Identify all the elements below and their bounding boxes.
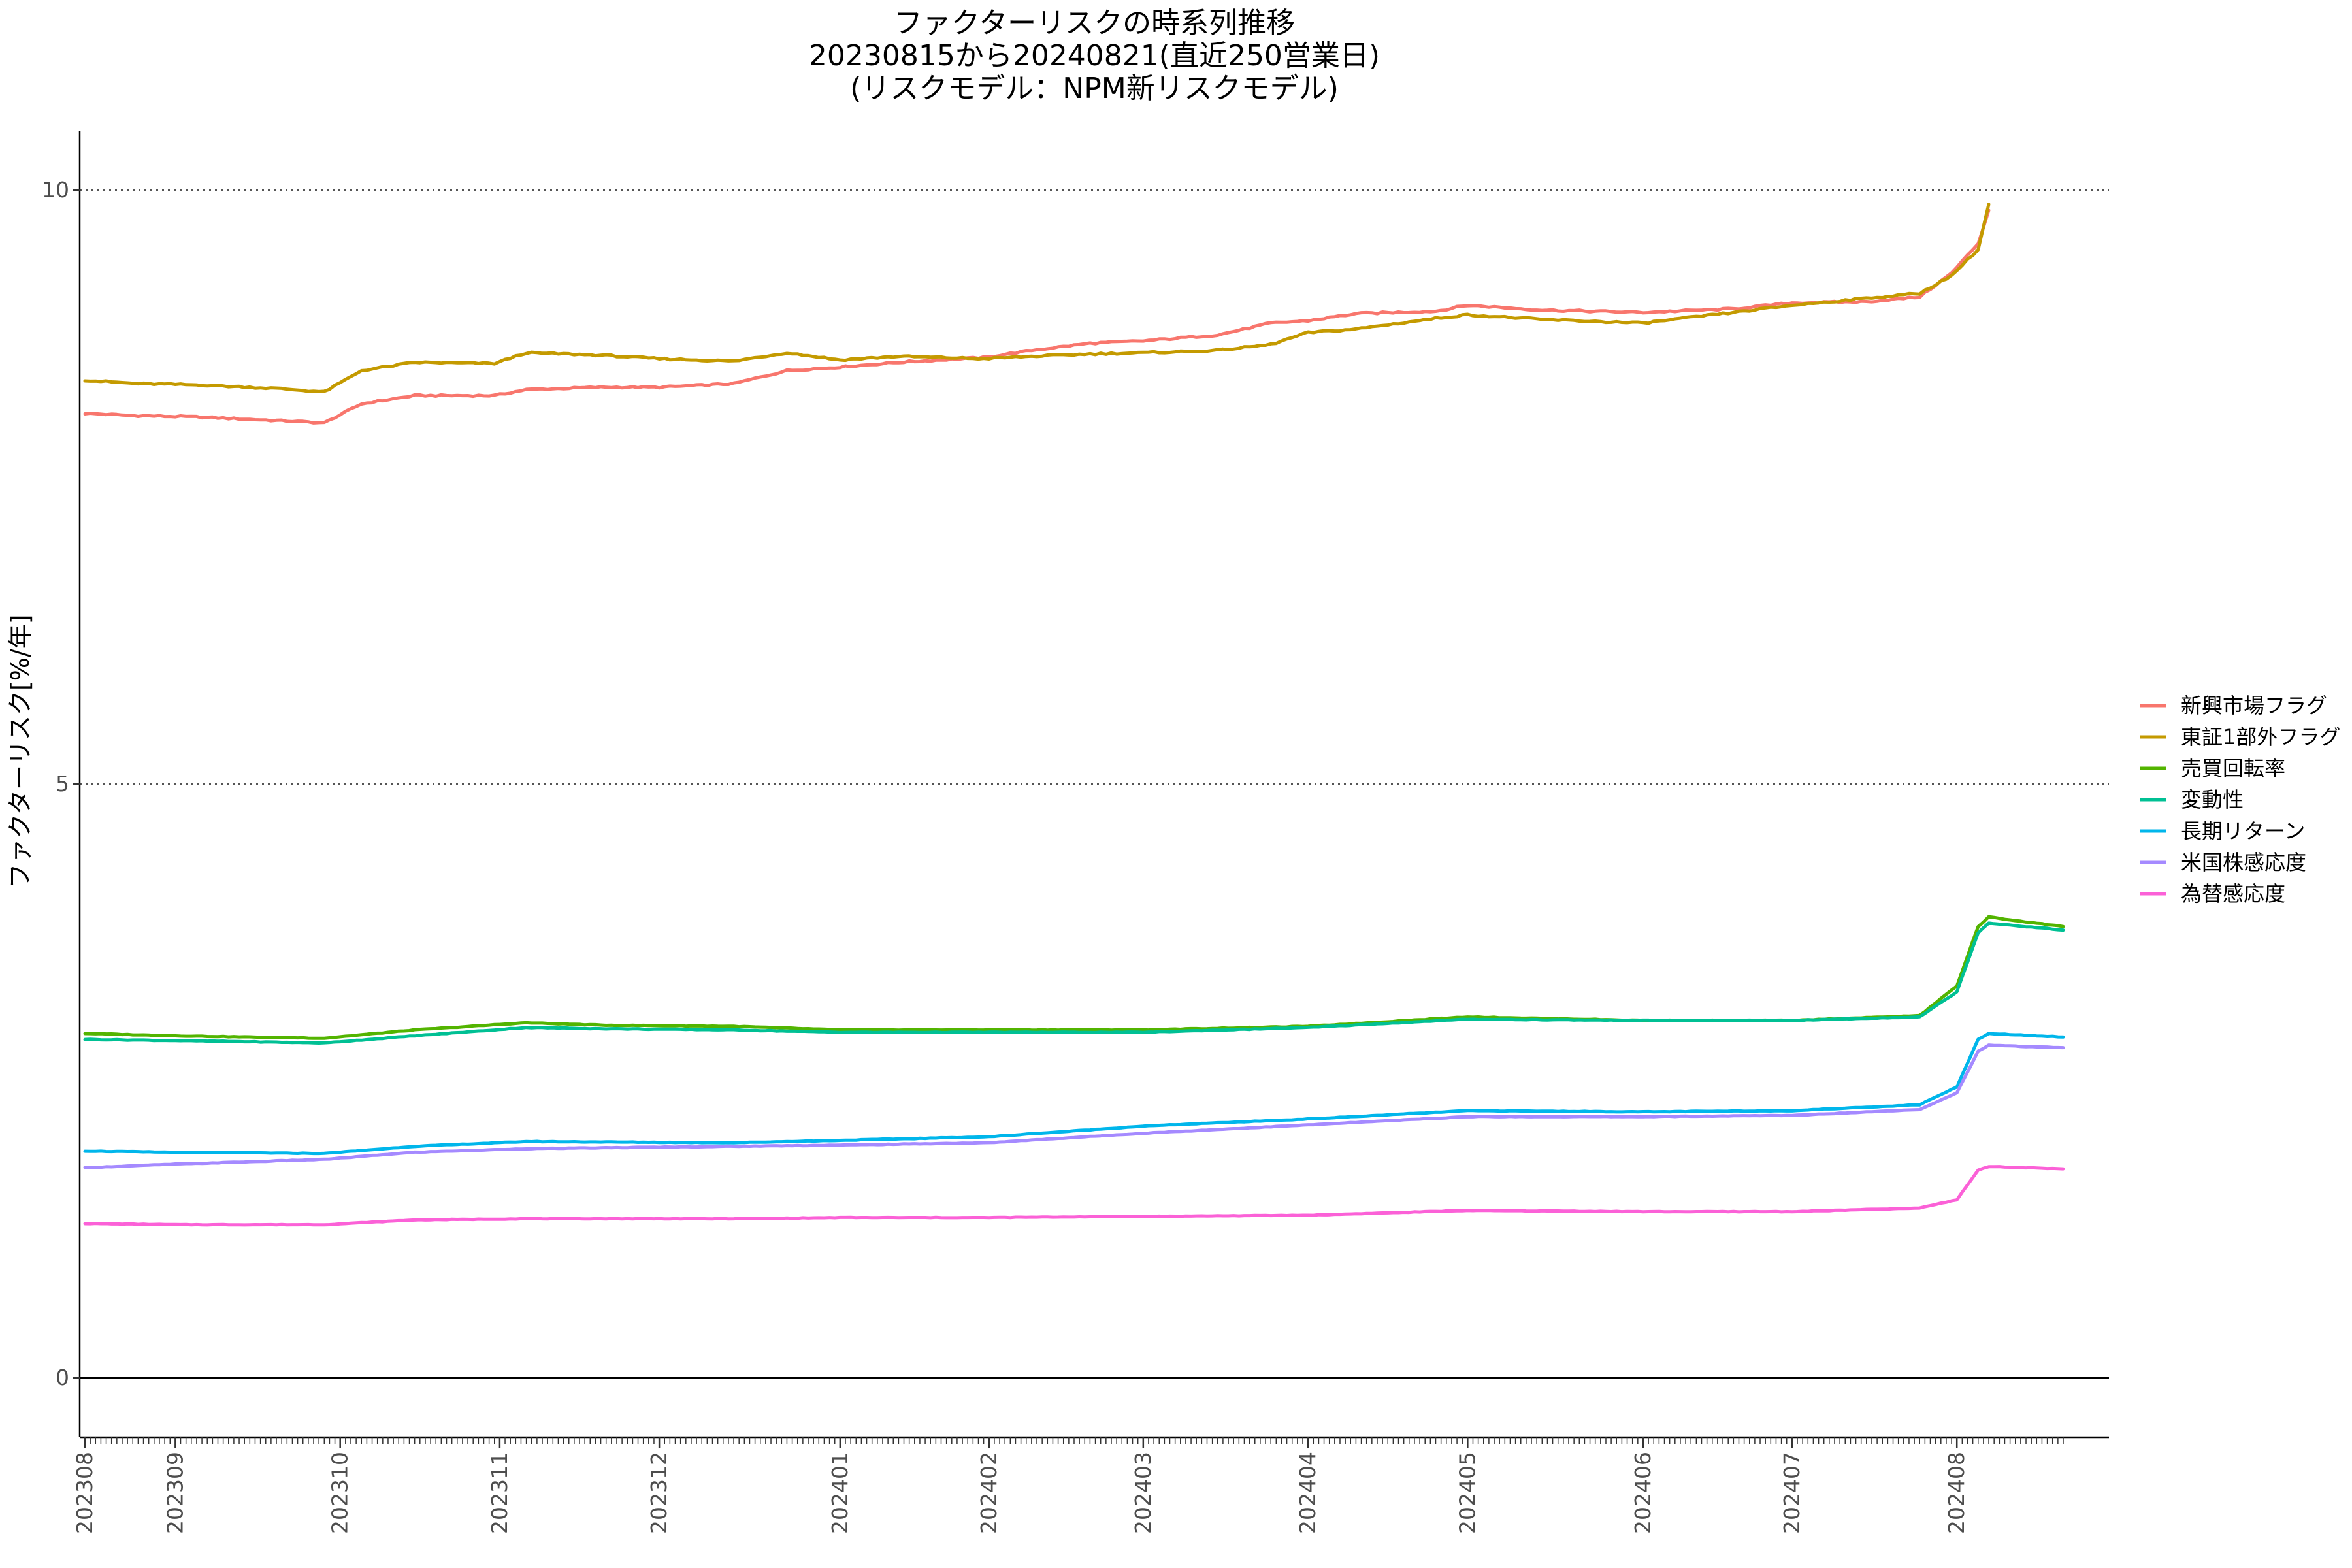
grid-lines — [80, 189, 2109, 1379]
x-tick-label: 202407 — [1779, 1452, 1805, 1534]
series-line-7 — [83, 1165, 2065, 1227]
series-line-4 — [83, 921, 2065, 1045]
legend-label: 東証1部外フラグ — [2181, 725, 2340, 749]
x-tick-label: 202404 — [1295, 1452, 1320, 1534]
y-tick-label: 5 — [56, 771, 69, 796]
x-tick-label: 202408 — [1944, 1452, 1969, 1534]
chart-title-line-3: (リスクモデル：NPM新リスクモデル) — [850, 72, 1339, 105]
series-line-6 — [83, 1043, 2065, 1169]
legend-label: 変動性 — [2181, 787, 2244, 812]
series-line-2 — [83, 203, 1991, 393]
x-tick-label: 202405 — [1454, 1452, 1480, 1534]
chart-title: ファクターリスクの時系列推移20230815から20240821(直近250営業… — [809, 7, 1380, 105]
y-tick-label: 10 — [42, 177, 69, 203]
x-tick-label: 202402 — [976, 1452, 1002, 1534]
legend-label: 新興市場フラグ — [2181, 693, 2327, 718]
x-tick-label: 202310 — [327, 1452, 353, 1534]
x-tick-label: 202309 — [162, 1452, 188, 1534]
x-tick-label: 202406 — [1630, 1452, 1656, 1534]
axes: 0 5 10 202308 202309 202310 202311 202312 202401… — [6, 131, 2109, 1534]
legend-label: 米国株感応度 — [2181, 850, 2306, 875]
series-line-1 — [83, 208, 1991, 425]
series-lines — [83, 203, 2065, 1227]
x-tick-label: 202401 — [827, 1452, 853, 1534]
legend-label: 為替感応度 — [2181, 881, 2285, 906]
chart-title-line-2: 20230815から20240821(直近250営業日) — [809, 39, 1380, 73]
y-tick-label: 0 — [56, 1365, 69, 1390]
chart-title-line-1: ファクターリスクの時系列推移 — [894, 7, 1295, 40]
x-tick-label: 202311 — [487, 1452, 512, 1534]
legend-label: 長期リターン — [2181, 819, 2305, 843]
series-line-5 — [83, 1032, 2065, 1156]
y-axis-title: ファクターリスク[%/年] — [6, 614, 35, 888]
legend-label: 売買回転率 — [2181, 756, 2285, 781]
x-tick-label: 202403 — [1130, 1452, 1156, 1534]
x-tick-label: 202312 — [646, 1452, 672, 1534]
x-tick-label: 202308 — [72, 1452, 97, 1534]
